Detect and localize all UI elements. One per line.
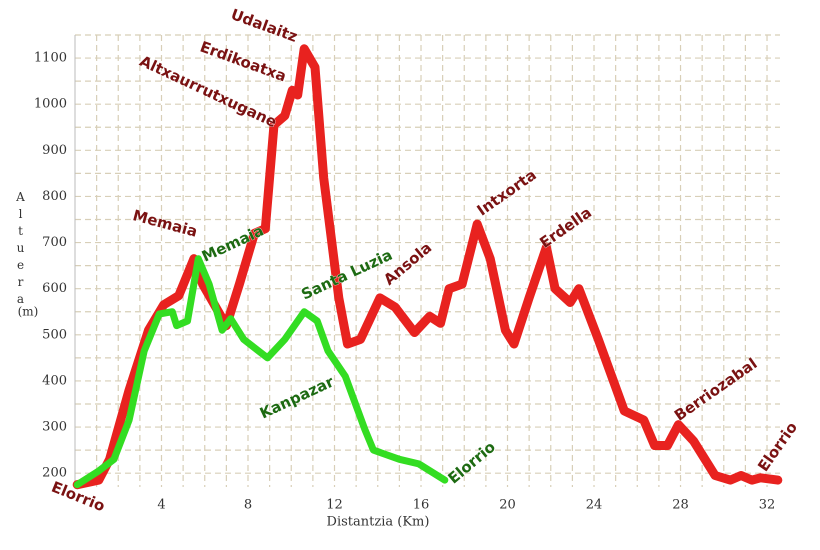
y-tick-label: 500 [42,327,67,342]
y-tick-label: 1100 [34,51,67,66]
x-tick-label: 12 [326,498,343,513]
x-tick-label: 20 [499,498,516,513]
y-tick-label: 700 [42,235,67,250]
y-tick-label: 600 [42,281,67,296]
y-tick-label: 1000 [34,97,67,112]
x-tick-label: 4 [157,498,165,513]
y-tick-label: 300 [42,420,67,435]
x-tick-label: 32 [759,498,776,513]
x-axis-label: Distantzia (Km) [327,515,430,530]
y-tick-label: 900 [42,143,67,158]
x-tick-label: 8 [244,498,252,513]
y-tick-label: 400 [42,373,67,388]
x-tick-label: 16 [413,498,430,513]
y-tick-label: 800 [42,189,67,204]
y-axis-unit: (m) [18,305,39,319]
elevation-line [73,255,449,489]
x-tick-label: 24 [586,498,603,513]
y-axis-label: Altuera [14,190,28,309]
y-tick-label: 200 [42,466,67,481]
x-tick-label: 28 [672,498,689,513]
